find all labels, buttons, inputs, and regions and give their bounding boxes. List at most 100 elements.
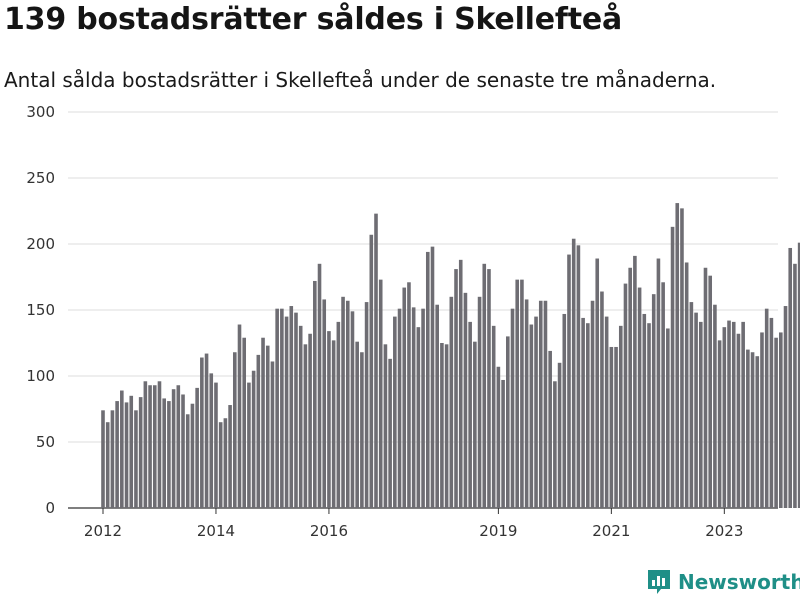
bar	[623, 283, 628, 508]
bar	[670, 226, 675, 508]
chart-title: 139 bostadsrätter såldes i Skellefteå	[4, 2, 623, 37]
bar	[317, 263, 322, 508]
bar	[204, 353, 209, 508]
bar	[105, 422, 110, 508]
bar	[223, 418, 228, 508]
y-tick-label-200: 200	[26, 235, 55, 253]
y-tick-label-250: 250	[26, 169, 55, 187]
bar	[350, 311, 355, 508]
bar	[760, 332, 764, 508]
bar	[600, 291, 604, 508]
y-axis: 0 50 100 150 200 250 300	[26, 103, 55, 517]
bar	[491, 325, 496, 508]
bar	[364, 302, 369, 508]
bar	[543, 300, 548, 508]
bar	[341, 296, 345, 508]
bar	[689, 302, 694, 508]
bar	[232, 352, 237, 508]
bar	[138, 397, 143, 508]
bar	[388, 358, 392, 508]
bar	[793, 263, 797, 508]
bar	[411, 307, 416, 508]
bar	[303, 344, 308, 508]
bar	[595, 258, 600, 508]
bar	[647, 323, 651, 508]
bar	[134, 410, 138, 508]
bar	[779, 332, 783, 508]
bar	[576, 245, 581, 508]
bar	[557, 362, 562, 508]
bar	[684, 262, 689, 508]
bar	[190, 403, 195, 508]
bar	[214, 382, 218, 508]
bar	[731, 321, 736, 508]
bar	[769, 317, 774, 508]
chart-subtitle: Antal sålda bostadsrätter i Skellefteå u…	[4, 68, 717, 92]
newsworthy-logo[interactable]: Newsworthy	[646, 568, 800, 596]
bar	[345, 300, 350, 508]
bar	[468, 321, 472, 508]
bar	[378, 279, 383, 508]
bar	[482, 263, 487, 508]
bar	[651, 294, 656, 508]
bar	[755, 356, 760, 508]
bar	[124, 402, 129, 508]
bar	[242, 337, 247, 508]
bar	[129, 395, 134, 508]
bar	[284, 316, 289, 508]
y-tick-label-50: 50	[36, 433, 55, 451]
bar	[510, 308, 515, 508]
bar	[604, 316, 609, 508]
bar	[774, 337, 778, 508]
bar	[294, 312, 298, 508]
bar	[313, 280, 317, 508]
bar	[407, 282, 411, 508]
bar	[355, 341, 359, 508]
bar	[181, 394, 185, 508]
x-axis: 2012201420162019202120232025	[84, 508, 743, 540]
bar	[708, 275, 713, 508]
bar	[416, 327, 421, 508]
bar	[327, 331, 331, 508]
bar	[553, 381, 557, 508]
bar	[289, 306, 294, 508]
bar	[251, 370, 256, 508]
bar	[722, 327, 727, 508]
bar	[331, 340, 336, 508]
bar	[783, 306, 788, 508]
bar	[143, 381, 148, 508]
bar	[152, 385, 157, 508]
brand-name: Newsworthy	[678, 570, 800, 594]
bar	[633, 255, 637, 508]
y-tick-label-150: 150	[26, 301, 55, 319]
bar	[185, 414, 190, 508]
x-tick-label-2014: 2014	[197, 522, 235, 540]
bar	[110, 410, 115, 508]
bar	[609, 346, 614, 508]
bar	[750, 352, 755, 508]
bar	[195, 387, 199, 508]
bar	[524, 299, 529, 508]
bar	[797, 242, 800, 508]
bar	[628, 267, 632, 508]
bar	[656, 258, 661, 508]
bar	[167, 401, 171, 508]
bar	[256, 354, 261, 508]
bar	[115, 401, 119, 508]
bar	[458, 259, 463, 508]
bar	[520, 279, 524, 508]
bar	[788, 247, 793, 508]
bar	[275, 308, 279, 508]
bar	[360, 352, 364, 508]
bar	[435, 304, 439, 508]
bar	[171, 389, 176, 508]
bar	[200, 357, 204, 508]
newsworthy-logo-icon	[648, 570, 670, 594]
bar	[680, 208, 684, 509]
bar	[261, 337, 265, 508]
x-tick-label-2023: 2023	[705, 522, 743, 540]
bar	[586, 323, 590, 508]
bar	[727, 320, 731, 508]
bar	[308, 333, 312, 508]
